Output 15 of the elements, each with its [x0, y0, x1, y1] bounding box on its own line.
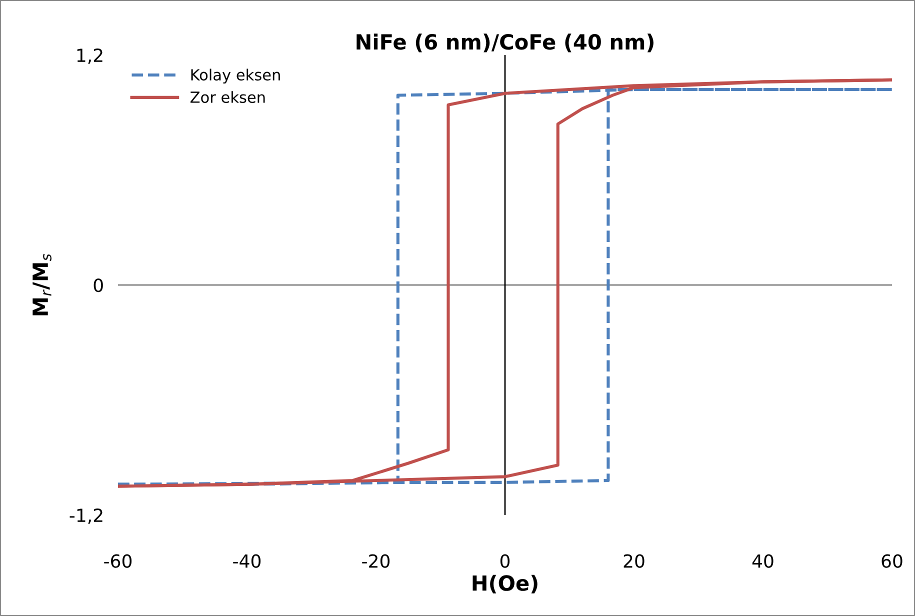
- y-tick-label: 1,2: [77, 48, 102, 64]
- legend-label: Kolay eksen: [191, 68, 280, 84]
- y-tick-label: -1,2: [70, 508, 102, 524]
- y-tick-label: 0: [94, 278, 103, 292]
- x-axis-title: H(Oe): [472, 574, 538, 594]
- x-tick-label: 40: [752, 554, 774, 568]
- y-axis-title: M$_{r}$/M$_{s}$: [32, 254, 52, 316]
- legend-label: Zor eksen: [190, 91, 265, 103]
- chart-title: NiFe (6 nm)/CoFe (40 nm): [356, 34, 654, 52]
- x-tick-label: 20: [624, 554, 644, 568]
- x-tick-label: 0: [500, 554, 510, 568]
- x-tick-label: -40: [233, 554, 261, 568]
- x-tick-label: -60: [104, 554, 132, 568]
- x-tick-label: -20: [362, 554, 390, 568]
- x-tick-label: 60: [882, 554, 902, 568]
